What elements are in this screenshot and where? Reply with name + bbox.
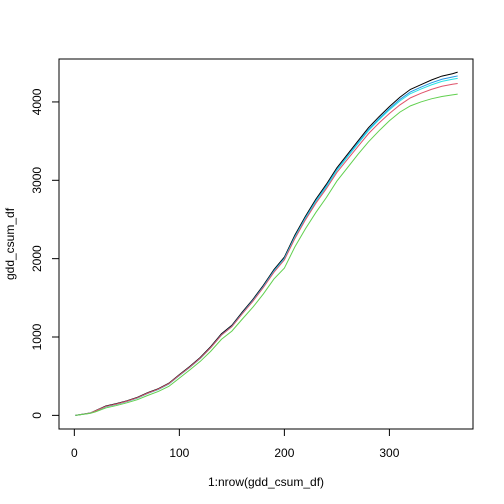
y-axis-label: gdd_csum_df: [3, 207, 17, 280]
y-tick-label: 4000: [30, 88, 44, 115]
x-tick-label: 100: [169, 446, 189, 460]
series-line-4: [75, 82, 458, 416]
x-tick-label: 200: [274, 446, 294, 460]
y-tick-label: 3000: [30, 167, 44, 194]
series-line-5: [75, 93, 458, 416]
x-tick-label: 0: [71, 446, 78, 460]
x-axis-label: 1:nrow(gdd_csum_df): [208, 475, 324, 489]
y-tick-label: 2000: [30, 245, 44, 272]
x-tick-label: 300: [379, 446, 399, 460]
y-tick-label: 1000: [30, 323, 44, 350]
x-axis: 0 100 200 300: [71, 428, 400, 460]
series-layer: [75, 71, 458, 416]
y-tick-label: 0: [30, 412, 44, 419]
y-axis: 0 1000 2000 3000 4000: [30, 88, 60, 419]
